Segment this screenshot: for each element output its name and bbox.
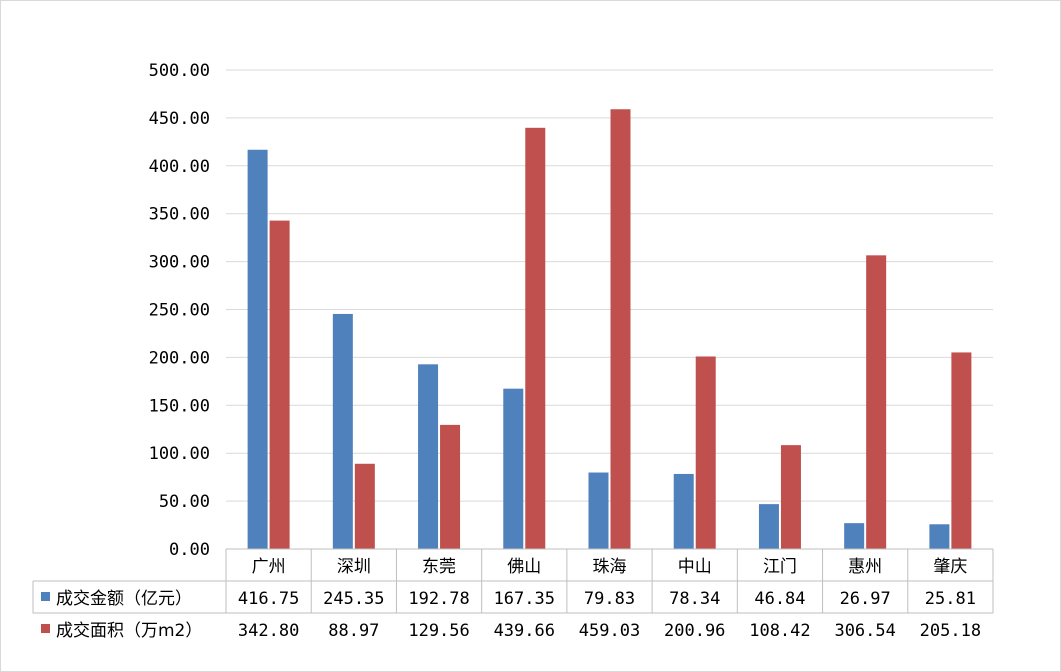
y-tick-label: 500.00 (149, 61, 210, 81)
bar-area (695, 356, 716, 549)
category-label: 深圳 (337, 557, 371, 577)
table-value: 439.66 (494, 621, 555, 641)
table-value: 200.96 (664, 621, 725, 641)
y-tick-label: 0.00 (169, 540, 210, 560)
table-value: 108.42 (749, 621, 810, 641)
y-tick-label: 300.00 (149, 253, 210, 273)
bar-area (780, 445, 801, 549)
category-label: 珠海 (593, 557, 627, 577)
y-tick-label: 350.00 (149, 205, 210, 225)
category-label: 中山 (678, 557, 712, 577)
legend-key-amount (41, 592, 50, 601)
bar-area (354, 463, 375, 549)
category-label: 肇庆 (933, 557, 967, 577)
category-label: 东莞 (422, 557, 456, 577)
y-tick-label: 50.00 (159, 492, 210, 512)
bar-area (269, 220, 290, 549)
table-value: 78.34 (669, 589, 720, 609)
y-axis-ticks: 0.00 50.00 100.00 150.00 200.00 250.00 300.00 3… (149, 61, 210, 560)
bar-amount (588, 472, 609, 549)
y-tick-label: 450.00 (149, 109, 210, 129)
table-value: 26.97 (840, 589, 891, 609)
bar-amount (673, 473, 694, 549)
bar-amount (844, 523, 865, 549)
y-tick-label: 200.00 (149, 348, 210, 368)
bar-area (951, 352, 972, 549)
y-tick-label: 250.00 (149, 301, 210, 321)
bar-area (440, 424, 461, 549)
bar-amount (332, 313, 353, 549)
bars (247, 109, 972, 550)
table-value: 416.75 (238, 589, 299, 609)
table-value: 167.35 (494, 589, 555, 609)
table-value: 342.80 (238, 621, 299, 641)
table-value: 245.35 (323, 589, 384, 609)
bar-amount (247, 149, 268, 550)
series-name: 成交面积（万m2） (56, 621, 202, 641)
bar-area (610, 109, 631, 549)
category-label: 惠州 (848, 557, 882, 577)
table-value: 88.97 (328, 621, 379, 641)
table-value: 306.54 (834, 621, 895, 641)
category-label: 江门 (763, 557, 797, 577)
table-value: 192.78 (408, 589, 469, 609)
bar-area (866, 255, 887, 549)
bar-amount (503, 388, 524, 549)
bar-amount (418, 364, 439, 549)
table-value: 459.03 (579, 621, 640, 641)
bar-amount (929, 524, 950, 549)
category-label: 佛山 (507, 557, 541, 577)
bar-area (525, 127, 546, 549)
table-value: 25.81 (925, 589, 976, 609)
table-value: 205.18 (920, 621, 981, 641)
y-tick-label: 400.00 (149, 157, 210, 177)
legend-key-area (41, 624, 50, 633)
bar-amount (758, 504, 779, 549)
series-name: 成交金额（亿元） (56, 589, 192, 609)
category-label: 广州 (252, 557, 286, 577)
table-value: 129.56 (408, 621, 469, 641)
gridlines (226, 69, 993, 502)
y-tick-label: 100.00 (149, 444, 210, 464)
table-value: 46.84 (754, 589, 805, 609)
y-tick-label: 150.00 (149, 396, 210, 416)
table-value: 79.83 (584, 589, 635, 609)
